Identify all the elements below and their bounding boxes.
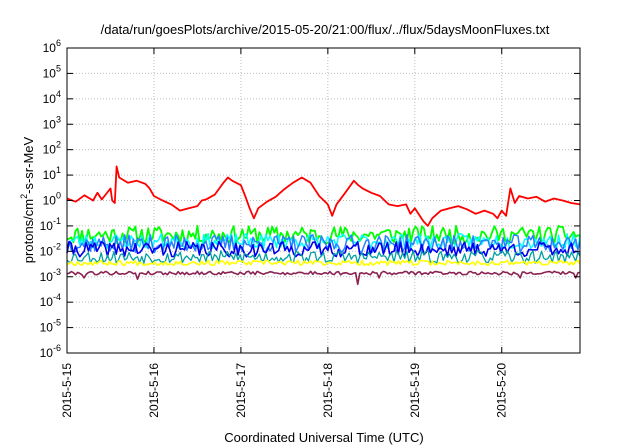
- y-tick-label: 10-6: [40, 343, 61, 360]
- series-line: [66, 259, 581, 267]
- y-tick-label: 10-3: [40, 267, 61, 284]
- x-tick-label: 2015-5-16: [147, 363, 161, 418]
- x-axis-label: Coordinated Universal Time (UTC): [224, 430, 423, 445]
- y-tick-label: 105: [43, 63, 61, 80]
- series-line: [66, 270, 581, 286]
- y-tick-label: 102: [43, 140, 61, 157]
- y-tick-label: 10-5: [40, 318, 61, 335]
- y-tick-label: 104: [43, 89, 61, 106]
- x-tick-label: 2015-5-18: [321, 363, 335, 418]
- series-line: [66, 250, 581, 264]
- y-axis-label-rest: -s-sr-MeV: [21, 136, 36, 193]
- y-tick-label: 100: [43, 191, 61, 208]
- x-tick-label: 2015-5-17: [234, 363, 248, 418]
- series-line: [66, 240, 581, 258]
- y-axis-label-base: protons/cm: [21, 199, 36, 263]
- series-line: [66, 165, 581, 227]
- x-tick-labels: 2015-5-15 2015-5-16 2015-5-17 2015-5-18 2015…: [60, 363, 509, 418]
- series-line: [66, 234, 581, 254]
- y-tick-labels: 10-6 10-5 10-4 10-3 10-2 10-1 100 101 102 103 104 1…: [40, 38, 61, 360]
- y-tick-label: 10-4: [40, 292, 61, 309]
- x-tick-label: 2015-5-19: [408, 363, 422, 418]
- chart-title: /data/run/goesPlots/archive/2015-05-20/2…: [101, 22, 550, 37]
- y-tick-label: 103: [43, 114, 61, 131]
- y-tick-label: 101: [43, 165, 61, 182]
- x-tick-label: 2015-5-20: [495, 363, 509, 418]
- y-axis-label: protons/cm2-s-sr-MeV: [19, 136, 36, 263]
- x-tick-label: 2015-5-15: [60, 363, 74, 418]
- y-tick-label: 10-2: [40, 241, 61, 258]
- y-axis-label-sup: 2: [19, 194, 29, 199]
- y-tick-label: 10-1: [40, 216, 61, 233]
- axis-ticks: [66, 47, 580, 354]
- series-lines: [66, 165, 581, 286]
- y-tick-label: 106: [43, 38, 61, 55]
